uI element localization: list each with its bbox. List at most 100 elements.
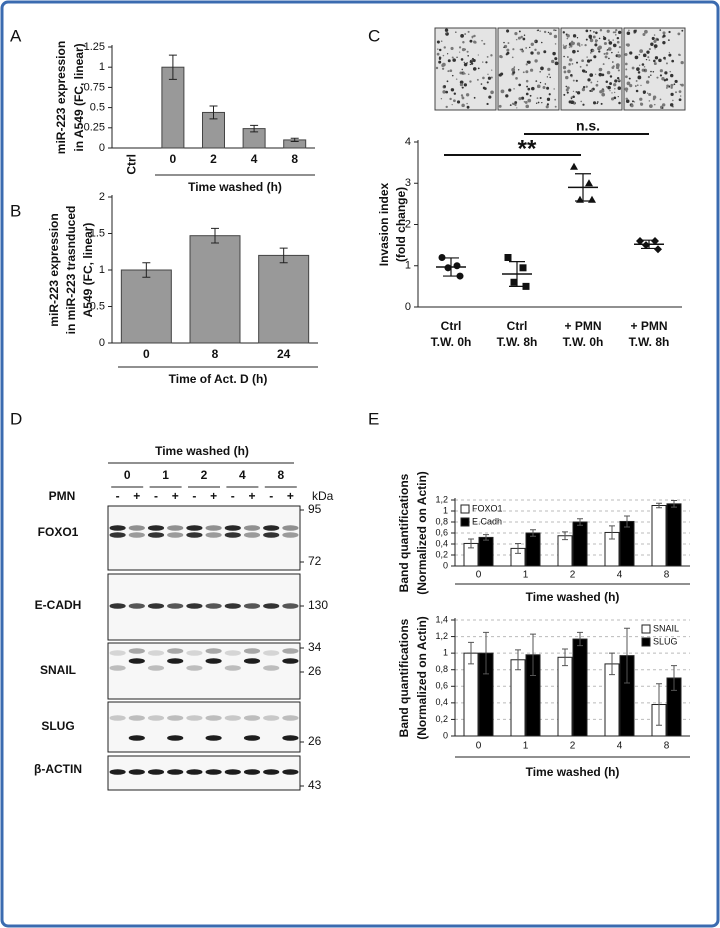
x-tick-label: + PMN	[564, 319, 601, 333]
micrograph-cell	[589, 29, 592, 32]
micrograph-cell	[579, 45, 581, 47]
band	[243, 735, 261, 741]
band	[128, 648, 145, 654]
error-bar	[211, 227, 219, 244]
band	[128, 532, 145, 538]
micrograph-cell	[488, 95, 492, 99]
micrograph-cell	[529, 94, 532, 97]
micrograph-cell	[463, 83, 467, 87]
micrograph-cell	[565, 88, 569, 92]
micrograph-cell	[625, 75, 628, 79]
micrograph-cell	[611, 97, 615, 101]
y-tick-label: 1,2	[435, 631, 448, 641]
micrograph-cell	[553, 34, 558, 39]
micrograph-cell	[467, 30, 470, 33]
micrograph-cell	[536, 97, 539, 100]
micrograph-cell	[591, 49, 595, 53]
micrograph-cell	[575, 91, 578, 93]
micrograph-cell	[599, 67, 603, 71]
band	[263, 715, 280, 721]
micrograph-cell	[571, 75, 573, 78]
panel-letter: C	[368, 26, 380, 45]
micrograph-cell	[616, 76, 620, 80]
micrograph-cell	[674, 79, 678, 84]
micrograph-cell	[618, 30, 622, 35]
data-point	[642, 241, 650, 250]
micrograph-cell	[617, 86, 622, 90]
bar	[572, 521, 588, 567]
y-tick-label: 1	[99, 61, 105, 73]
micrograph-cell	[612, 61, 614, 63]
y-tick-label: 0.5	[90, 300, 105, 312]
marker-label: 26	[308, 734, 322, 748]
treatment-sign: -	[192, 489, 196, 503]
micrograph-cell	[535, 102, 538, 104]
micrograph-cell	[527, 87, 531, 91]
micrograph-cell	[446, 53, 449, 55]
micrograph-cell	[482, 61, 484, 63]
micrograph-cell	[506, 51, 510, 55]
micrograph-cell	[572, 49, 576, 54]
micrograph-cell	[665, 78, 669, 81]
micrograph-cell	[633, 101, 636, 103]
band	[128, 603, 145, 609]
micrograph-cell	[643, 69, 646, 71]
micrograph-cell	[473, 96, 476, 99]
band	[147, 650, 165, 656]
micrograph-cell	[563, 55, 565, 58]
micrograph-cell	[641, 63, 645, 66]
micrograph-cell	[515, 77, 518, 80]
error-bar	[250, 124, 259, 133]
micrograph-cell	[656, 38, 659, 41]
micrograph-cell	[445, 90, 449, 94]
micrograph-cell	[469, 39, 473, 43]
micrograph-cell	[529, 68, 534, 72]
y-tick-label: 1	[99, 264, 105, 276]
micrograph-cell	[466, 105, 470, 109]
micrograph-cell	[585, 85, 588, 88]
micrograph-cell	[451, 74, 454, 77]
y-tick-label: 0	[405, 301, 411, 313]
micrograph-cell	[651, 36, 655, 41]
micrograph-cell	[670, 73, 674, 78]
data-point	[585, 179, 593, 187]
x-tick-label: + PMN	[630, 319, 667, 333]
micrograph-cell	[519, 48, 522, 51]
treatment-sign: +	[287, 489, 294, 503]
micrograph-cell	[466, 102, 468, 105]
marker-label: 72	[308, 554, 322, 568]
band	[147, 665, 165, 671]
y-tick-label: 3	[405, 177, 411, 189]
x-tick-label: 0	[170, 152, 177, 166]
micrograph-cell	[637, 71, 641, 74]
micrograph-cell	[581, 87, 586, 92]
micrograph-cell	[463, 61, 465, 63]
micrograph-cell	[605, 52, 609, 55]
error-bar	[562, 531, 568, 541]
micrograph-cell	[638, 75, 640, 78]
micrograph-cell	[662, 41, 666, 45]
micrograph-cell	[593, 55, 597, 59]
micrograph-cell	[653, 103, 656, 106]
micrograph-cell	[598, 72, 603, 77]
marker-label: 26	[308, 664, 322, 678]
micrograph-cell	[480, 83, 483, 85]
x-tick-label: 0	[476, 570, 482, 581]
micrograph-cell	[531, 86, 535, 91]
micrograph-cell	[526, 60, 530, 64]
micrograph-cell	[582, 103, 585, 106]
micrograph-cell	[580, 100, 583, 103]
micrograph-cell	[466, 50, 469, 53]
micrograph-cell	[618, 46, 622, 49]
micrograph-cell	[555, 29, 557, 32]
y-tick-label: 0,4	[435, 538, 448, 548]
micrograph-cell	[536, 51, 541, 55]
micrograph-cell	[539, 71, 541, 73]
micrograph-cell	[659, 69, 663, 73]
micrograph-cell	[518, 97, 522, 101]
micrograph-cell	[586, 56, 588, 58]
treatment-label: PMN	[49, 489, 76, 503]
band	[282, 648, 299, 654]
bar	[557, 656, 573, 737]
